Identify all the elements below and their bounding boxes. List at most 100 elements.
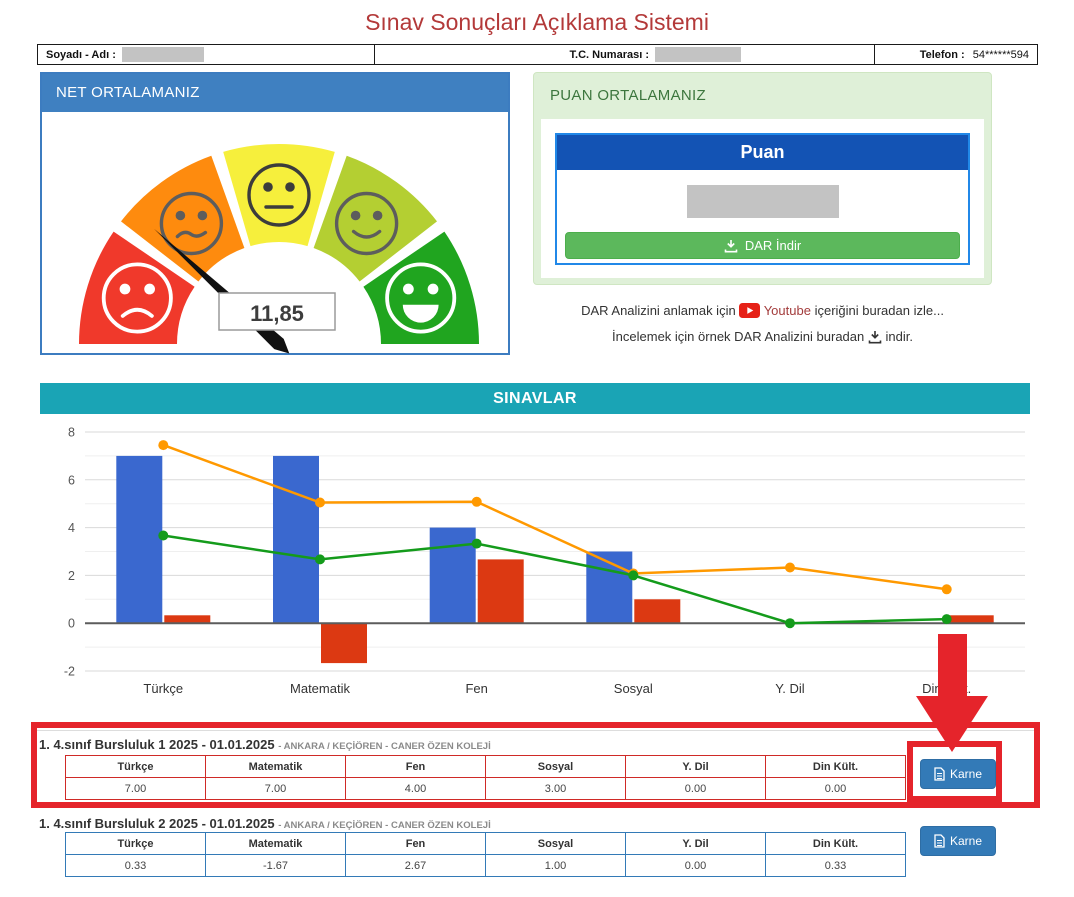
y-tick-label: -2 xyxy=(64,665,75,679)
line-green-line xyxy=(163,534,947,625)
phone-label: Telefon : xyxy=(919,48,965,61)
identity-tc-cell: T.C. Numarası : xyxy=(374,45,874,64)
col-dinkult: Din Kült. xyxy=(765,755,906,778)
point-green-line-2 xyxy=(471,538,482,549)
col-matematik: Matematik xyxy=(205,755,346,778)
x-category-label: Y. Dil xyxy=(775,681,804,696)
point-orange-line-5 xyxy=(941,584,952,595)
exam-2-header-row: Türkçe Matematik Fen Sosyal Y. Dil Din K… xyxy=(65,832,906,855)
val-matematik: -1.67 xyxy=(205,854,346,877)
karne-button-1-label: Karne xyxy=(949,767,983,781)
col-sosyal: Sosyal xyxy=(485,832,626,855)
exam-1-table: Türkçe Matematik Fen Sosyal Y. Dil Din K… xyxy=(65,755,906,800)
col-turkce: Türkçe xyxy=(65,755,206,778)
val-ydil: 0.00 xyxy=(625,777,766,800)
exam-2-title: 1. 4.sınıf Bursluluk 2 2025 - 01.01.2025… xyxy=(39,816,491,831)
point-green-line-1 xyxy=(315,554,325,565)
exam-1-title: 1. 4.sınıf Bursluluk 1 2025 - 01.01.2025… xyxy=(39,737,491,752)
exam-1-header-row: Türkçe Matematik Fen Sosyal Y. Dil Din K… xyxy=(65,755,906,778)
report-card-icon xyxy=(934,767,945,781)
point-green-line-5 xyxy=(941,614,952,625)
karne-button-1[interactable]: Karne xyxy=(920,759,996,789)
line-orange-line xyxy=(162,443,947,591)
youtube-link[interactable]: Youtube xyxy=(763,303,811,318)
net-panel-title: NET ORTALAMANIZ xyxy=(42,74,508,112)
point-orange-line-2 xyxy=(471,496,482,507)
exam-row-2: 1. 4.sınıf Bursluluk 2 2025 - 01.01.2025… xyxy=(37,812,1038,882)
x-category-label: Sosyal xyxy=(614,681,653,696)
redacted-score-value xyxy=(686,184,839,218)
point-orange-line-0 xyxy=(158,440,169,451)
dar-download-label: DAR İndir xyxy=(744,238,802,253)
identity-bar: Soyadı - Adı : T.C. Numarası : Telefon :… xyxy=(37,44,1038,65)
tc-label: T.C. Numarası : xyxy=(569,48,649,61)
info1-suffix: içeriğini buradan izle... xyxy=(814,303,944,318)
gauge-segment-3 xyxy=(223,143,335,247)
col-sosyal: Sosyal xyxy=(485,755,626,778)
x-category-label: Türkçe xyxy=(143,681,183,696)
val-fen: 2.67 xyxy=(345,854,486,877)
bar-blue-bars-2 xyxy=(429,527,476,624)
info1-prefix: DAR Analizini anlamak için xyxy=(581,303,736,318)
x-category-label: Din Kült. xyxy=(922,681,971,696)
point-orange-line-1 xyxy=(315,497,325,508)
download-icon[interactable] xyxy=(868,330,882,344)
bar-red-bars-5 xyxy=(947,615,994,624)
val-ydil: 0.00 xyxy=(625,854,766,877)
frown-face xyxy=(101,262,173,334)
exam-1-location: - ANKARA / KEÇİÖREN - CANER ÖZEN KOLEJİ xyxy=(278,741,491,752)
exam-1-title-text: 1. 4.sınıf Bursluluk 1 2025 - 01.01.2025 xyxy=(39,737,275,752)
youtube-icon[interactable] xyxy=(739,303,761,318)
point-green-line-4 xyxy=(785,618,795,629)
val-matematik: 7.00 xyxy=(205,777,346,800)
exams-section-header: SINAVLAR xyxy=(40,383,1030,414)
info2-prefix: İncelemek için örnek DAR Analizini burad… xyxy=(612,329,865,344)
score-column-header: Puan xyxy=(557,135,968,170)
score-value-row xyxy=(557,170,968,232)
point-green-line-0 xyxy=(158,530,169,541)
karne-button-2[interactable]: Karne xyxy=(920,826,996,856)
exam-2-location: - ANKARA / KEÇİÖREN - CANER ÖZEN KOLEJİ xyxy=(278,820,491,831)
point-green-line-3 xyxy=(628,570,639,581)
bar-blue-bars-0 xyxy=(116,455,163,624)
big-smile-face xyxy=(385,262,457,334)
col-fen: Fen xyxy=(345,755,486,778)
col-dinkult: Din Kült. xyxy=(765,832,906,855)
col-ydil: Y. Dil xyxy=(625,832,766,855)
col-ydil: Y. Dil xyxy=(625,755,766,778)
exams-chart: -2 0 2 4 6 8 Türkçe Matematik Fen Sosyal Y. Dil Din… xyxy=(40,416,1035,708)
report-card-icon xyxy=(934,834,945,848)
redacted-name-value xyxy=(121,47,204,62)
score-panel-body: Puan DAR İndir xyxy=(541,119,984,278)
bar-red-bars-1 xyxy=(321,623,367,664)
name-label: Soyadı - Adı : xyxy=(46,48,116,61)
dar-download-button[interactable]: DAR İndir xyxy=(565,232,960,259)
col-turkce: Türkçe xyxy=(65,832,206,855)
y-tick-label: 2 xyxy=(68,569,75,583)
y-tick-label: 0 xyxy=(68,617,75,631)
point-orange-line-4 xyxy=(785,562,795,573)
y-tick-label: 8 xyxy=(68,426,75,440)
net-average-panel: NET ORTALAMANIZ 11,85 xyxy=(40,72,510,355)
gauge-value-box: 11,85 xyxy=(218,292,336,331)
bar-blue-bars-1 xyxy=(273,455,319,624)
exam-2-title-text: 1. 4.sınıf Bursluluk 2 2025 - 01.01.2025 xyxy=(39,816,275,831)
exams-chart-svg: -2 0 2 4 6 8 Türkçe Matematik Fen Sosyal Y. Dil Din… xyxy=(64,426,1025,696)
svg-text:11,85: 11,85 xyxy=(250,301,304,326)
x-category-label: Matematik xyxy=(290,681,350,696)
exam-2-table: Türkçe Matematik Fen Sosyal Y. Dil Din K… xyxy=(65,832,906,877)
val-fen: 4.00 xyxy=(345,777,486,800)
sample-dar-download-link[interactable]: indir. xyxy=(885,329,913,344)
val-sosyal: 1.00 xyxy=(485,854,626,877)
download-icon xyxy=(724,239,738,252)
confused-face xyxy=(159,191,224,256)
score-table: Puan DAR İndir xyxy=(555,133,970,265)
y-tick-label: 6 xyxy=(68,473,75,487)
karne-button-2-label: Karne xyxy=(949,834,983,848)
identity-phone-cell: Telefon : 54******594 xyxy=(874,45,1037,64)
score-panel-title: PUAN ORTALAMANIZ xyxy=(550,87,706,104)
score-average-panel: PUAN ORTALAMANIZ Puan DAR İndir xyxy=(533,72,992,285)
exam-2-values-row: 0.33 -1.67 2.67 1.00 0.00 0.33 xyxy=(65,854,906,877)
bar-red-bars-0 xyxy=(164,615,211,624)
